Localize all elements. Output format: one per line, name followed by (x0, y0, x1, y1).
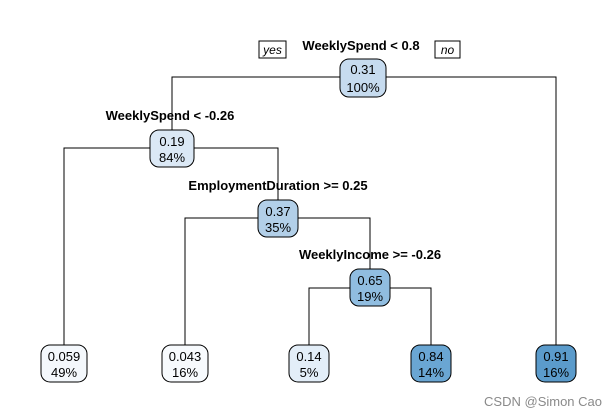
watermark: CSDN @Simon Cao (484, 394, 602, 409)
node-value: 0.65 (357, 273, 382, 288)
leaf-percent: 5% (300, 365, 319, 380)
tree-edges (63, 76, 557, 345)
leaf-box (535, 344, 577, 383)
edge-n11-right (390, 287, 432, 345)
node-value: 0.19 (159, 134, 184, 149)
node-split-label: WeeklyIncome >= -0.26 (299, 247, 441, 262)
leaf-node: 0.059 49% (40, 344, 88, 383)
no-tag: no (441, 43, 455, 57)
leaf-percent: 16% (543, 365, 569, 380)
leaf-box (161, 344, 209, 383)
node-percent: 19% (357, 289, 383, 304)
edge-n5-right (298, 217, 371, 272)
yes-tag: yes (262, 43, 282, 57)
yes-tag-box (258, 40, 287, 59)
edge-n11-left (308, 287, 350, 345)
node-value: 0.37 (265, 204, 290, 219)
node-employmentduration-split: EmploymentDuration >= 0.25 0.37 35% (188, 178, 368, 238)
leaf-value: 0.059 (48, 349, 81, 364)
root-node-value: 0.31 (350, 62, 375, 77)
leaf-percent: 14% (418, 365, 444, 380)
leaf-value: 0.043 (169, 349, 202, 364)
node-box (349, 268, 391, 307)
leaf-value: 0.14 (296, 349, 321, 364)
node-weeklyincome-split: WeeklyIncome >= -0.26 0.65 19% (299, 247, 441, 307)
root-node-box (339, 58, 387, 98)
edge-root-left (171, 76, 340, 133)
no-tag-box (434, 40, 461, 59)
edge-n2-left (63, 147, 150, 345)
leaf-percent: 16% (172, 365, 198, 380)
leaf-node: 0.14 5% (288, 344, 330, 383)
root-node: WeeklySpend < 0.8 yes no 0.31 100% (258, 38, 461, 98)
node-split-label: EmploymentDuration >= 0.25 (188, 178, 367, 193)
edge-n5-left (184, 217, 258, 345)
leaf-value: 0.84 (418, 349, 443, 364)
edge-n2-right (194, 147, 279, 203)
node-weeklyspend-split: WeeklySpend < -0.26 0.19 84% (106, 108, 235, 168)
leaf-value: 0.91 (543, 349, 568, 364)
leaf-box (288, 344, 330, 383)
node-box (257, 199, 299, 238)
leaf-node: 0.91 16% (535, 344, 577, 383)
node-percent: 35% (265, 220, 291, 235)
node-split-label: WeeklySpend < -0.26 (106, 108, 235, 123)
node-box (149, 129, 195, 168)
root-split-label: WeeklySpend < 0.8 (302, 38, 419, 53)
leaf-box (410, 344, 452, 383)
leaf-box (40, 344, 88, 383)
node-percent: 84% (159, 150, 185, 165)
leaf-node: 0.84 14% (410, 344, 452, 383)
leaf-node: 0.043 16% (161, 344, 209, 383)
edge-root-right (386, 76, 557, 345)
leaf-percent: 49% (51, 365, 77, 380)
root-node-percent: 100% (346, 80, 380, 95)
